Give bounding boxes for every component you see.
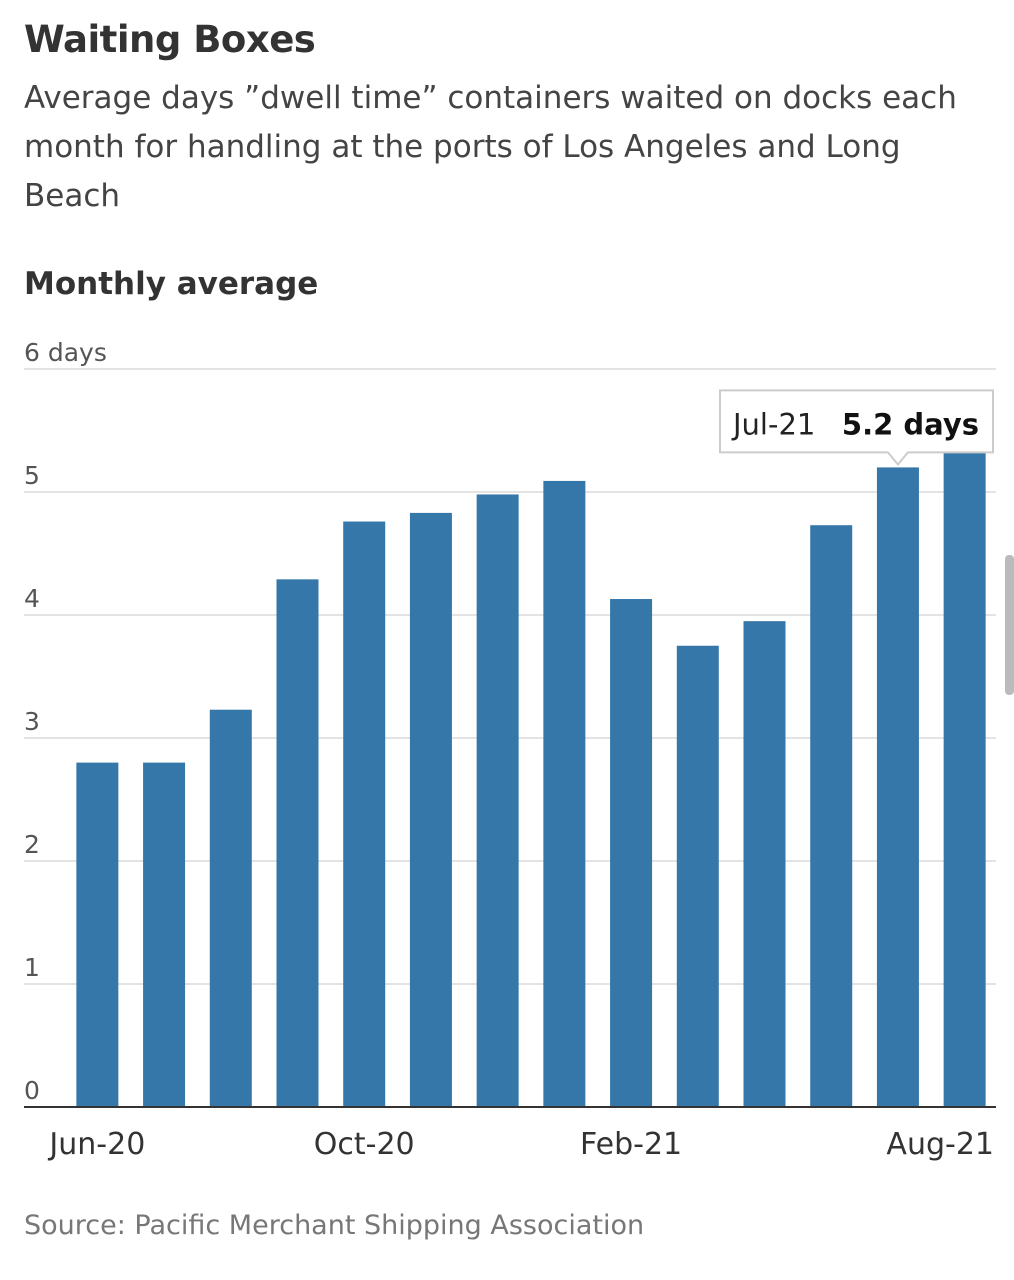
bar: [810, 525, 853, 1107]
y-axis-label: Monthly average: [24, 266, 319, 302]
x-tick-label: Aug-21: [886, 1127, 994, 1162]
bar: [610, 599, 653, 1107]
bar: [276, 579, 319, 1107]
bar: [743, 621, 786, 1107]
tooltip-value: 5.2 days: [842, 407, 979, 441]
tooltip-box: [719, 389, 994, 466]
y-tick-label: 5: [24, 461, 40, 490]
bar: [409, 512, 452, 1107]
bar: [676, 645, 719, 1107]
scrollbar: [1005, 555, 1014, 695]
bar: [143, 762, 186, 1107]
source: Source: Pacific Merchant Shipping Associ…: [24, 1210, 645, 1241]
y-tick-label: 2: [24, 830, 40, 859]
tooltip-category: Jul-21: [731, 407, 815, 441]
y-tick-label: 4: [24, 584, 40, 613]
chart-subtitle: Average days ”dwell time” containers wai…: [24, 80, 957, 214]
x-tick-label: Feb-21: [580, 1127, 682, 1162]
y-tick-label: 0: [24, 1076, 40, 1105]
bar: [476, 494, 519, 1108]
chart-title: Waiting Boxes: [24, 18, 316, 61]
bar: [943, 446, 986, 1107]
bar: [343, 521, 386, 1107]
y-tick-label: 6 days: [24, 338, 107, 367]
bar: [209, 709, 252, 1107]
bar: [543, 480, 586, 1107]
bar: [76, 762, 119, 1107]
x-tick-label: Oct-20: [314, 1127, 415, 1162]
y-tick-label: 3: [24, 707, 40, 736]
tooltip: Jul-21 5.2 days: [719, 389, 994, 466]
y-tick-label: 1: [24, 953, 40, 982]
bar: [876, 467, 919, 1107]
x-tick-label: Jun-20: [47, 1127, 145, 1162]
